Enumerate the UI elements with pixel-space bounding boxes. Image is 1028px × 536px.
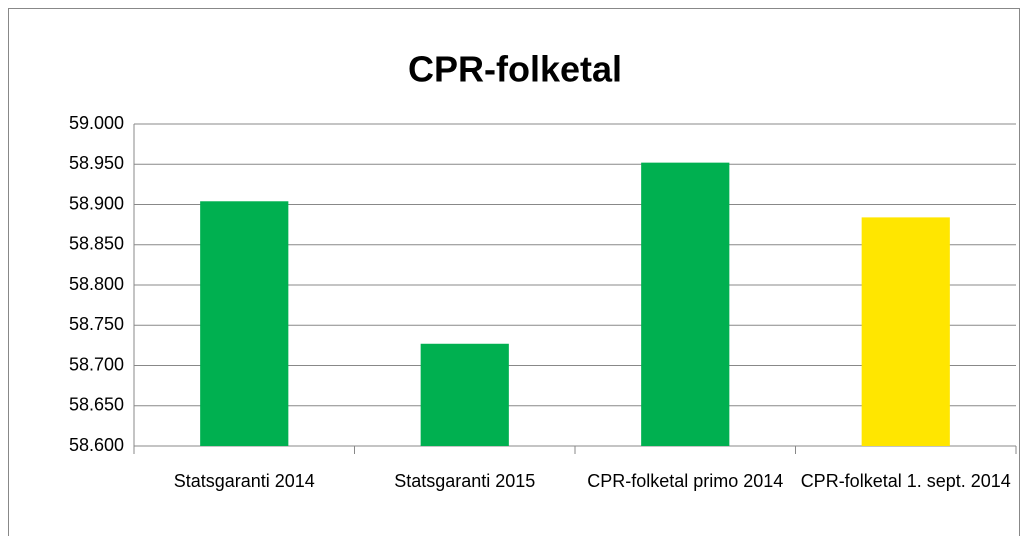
y-tick-label: 58.650 [69, 395, 124, 415]
y-tick-label: 59.000 [69, 113, 124, 133]
x-tick-label: Statsgaranti 2014 [173, 471, 315, 491]
x-tick-label: CPR-folketal primo 2014 [587, 471, 784, 491]
y-tick-label: 58.750 [69, 314, 124, 334]
y-tick-label: 58.600 [69, 435, 124, 455]
bar [200, 201, 289, 446]
x-tick-label: Statsgaranti 2015 [394, 471, 536, 491]
y-tick-label: 58.800 [69, 274, 124, 294]
y-tick-label: 58.700 [69, 354, 124, 374]
chart-title: CPR-folketal [408, 49, 622, 90]
y-tick-label: 58.900 [69, 193, 124, 213]
x-tick-label: CPR-folketal 1. sept. 2014 [800, 471, 1011, 491]
y-tick-label: 58.950 [69, 153, 124, 173]
y-tick-label: 58.850 [69, 234, 124, 254]
bar [861, 217, 950, 446]
chart-border [8, 8, 1020, 536]
bar [641, 162, 730, 446]
bar [420, 343, 509, 446]
